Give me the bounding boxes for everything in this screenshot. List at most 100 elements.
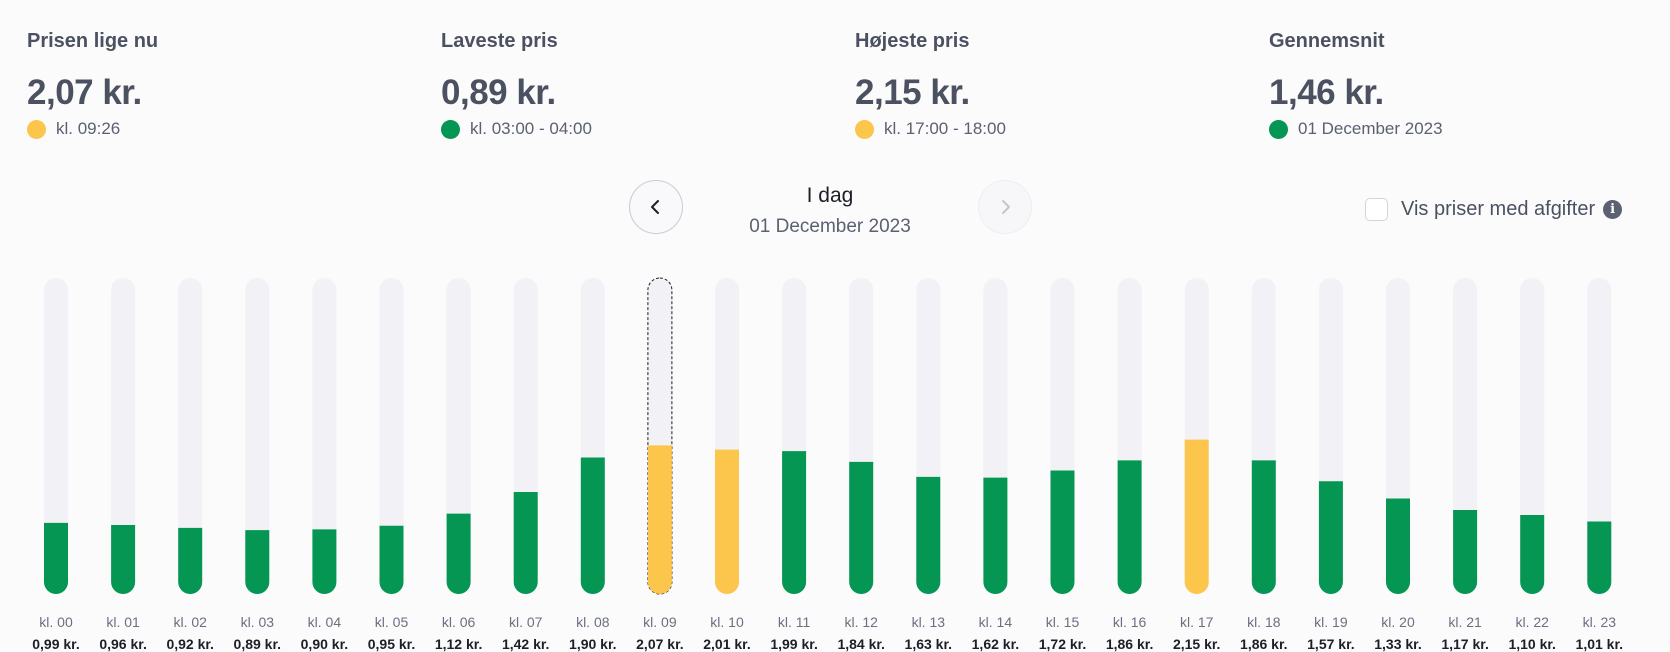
hour-bar-group[interactable]: kl. 00 0,99 kr. bbox=[32, 278, 80, 652]
vat-checkbox[interactable] bbox=[1365, 197, 1388, 221]
price-bar bbox=[1587, 521, 1612, 594]
price-bar bbox=[111, 525, 136, 594]
bar-track bbox=[379, 278, 404, 594]
hour-tick-label: kl. 19 bbox=[1314, 614, 1348, 630]
stat-sub-text: 01 December 2023 bbox=[1298, 119, 1443, 138]
hour-tick-label: kl. 18 bbox=[1247, 614, 1281, 630]
status-dot-icon bbox=[27, 119, 46, 139]
hour-price-label: 1,99 kr. bbox=[770, 636, 818, 652]
hour-tick-label: kl. 14 bbox=[979, 614, 1013, 630]
hour-price-label: 0,99 kr. bbox=[32, 636, 80, 652]
status-dot-icon bbox=[441, 119, 460, 139]
hour-bar-group[interactable]: kl. 02 0,92 kr. bbox=[166, 278, 214, 652]
hour-bar-group[interactable]: kl. 19 1,57 kr. bbox=[1307, 278, 1355, 652]
stat-label: Prisen lige nu bbox=[27, 30, 159, 52]
hour-price-label: 1,01 kr. bbox=[1576, 636, 1624, 652]
price-bar bbox=[312, 529, 337, 594]
hour-price-label: 1,86 kr. bbox=[1240, 636, 1288, 652]
hour-bar-group[interactable]: kl. 11 1,99 kr. bbox=[770, 278, 818, 652]
previous-day-button[interactable] bbox=[629, 180, 683, 234]
hour-tick-label: kl. 02 bbox=[173, 614, 207, 630]
hour-bar-group[interactable]: kl. 06 1,12 kr. bbox=[435, 278, 483, 652]
bar-track bbox=[178, 278, 203, 594]
hour-tick-label: kl. 00 bbox=[39, 614, 73, 630]
vat-label: Vis priser med afgifter bbox=[1401, 197, 1596, 220]
price-bar bbox=[1184, 439, 1209, 594]
hourly-price-chart: kl. 00 0,99 kr. kl. 01 0,96 kr. kl. 02 0,92 k… bbox=[32, 277, 1624, 652]
hour-price-label: 0,90 kr. bbox=[301, 636, 349, 652]
price-summary: Prisen lige nu 2,07 kr. kl. 09:26 Lavest… bbox=[0, 0, 1670, 150]
day-date: 01 December 2023 bbox=[749, 216, 911, 237]
stat-sub-text: kl. 03:00 - 04:00 bbox=[470, 119, 592, 138]
price-bar bbox=[1386, 498, 1410, 594]
price-bar bbox=[1117, 460, 1142, 594]
hour-tick-label: kl. 16 bbox=[1113, 614, 1147, 630]
hour-price-label: 1,90 kr. bbox=[569, 636, 617, 652]
hour-bar-group[interactable]: kl. 07 1,42 kr. bbox=[502, 278, 550, 652]
price-bar bbox=[580, 457, 605, 594]
hour-price-label: 1,63 kr. bbox=[905, 636, 953, 652]
stat-subtitle: kl. 03:00 - 04:00 bbox=[441, 118, 821, 140]
hour-bar-group[interactable]: kl. 21 1,17 kr. bbox=[1441, 278, 1489, 652]
hour-bar-group[interactable]: kl. 05 0,95 kr. bbox=[368, 278, 416, 652]
hour-bar-group[interactable]: kl. 17 2,15 kr. bbox=[1173, 278, 1221, 652]
hour-tick-label: kl. 09 bbox=[643, 614, 677, 630]
hour-bar-group[interactable]: kl. 04 0,90 kr. bbox=[301, 278, 349, 652]
hour-bar-group[interactable]: kl. 13 1,63 kr. bbox=[905, 278, 953, 652]
stat-lowest-price: Laveste pris 0,89 kr. kl. 03:00 - 04:00 bbox=[441, 28, 821, 140]
hour-tick-label: kl. 07 bbox=[509, 614, 543, 630]
hour-bar-group[interactable]: kl. 08 1,90 kr. bbox=[569, 278, 617, 652]
hour-bar-group[interactable]: kl. 23 1,01 kr. bbox=[1576, 278, 1624, 652]
hour-tick-label: kl. 05 bbox=[375, 614, 409, 630]
price-bar bbox=[715, 449, 739, 594]
hour-tick-label: kl. 20 bbox=[1381, 614, 1415, 630]
hour-tick-label: kl. 04 bbox=[308, 614, 342, 630]
hour-price-label: 2,01 kr. bbox=[703, 636, 751, 652]
status-dot-icon bbox=[855, 119, 874, 139]
hour-tick-label: kl. 12 bbox=[844, 614, 878, 630]
price-bar bbox=[245, 530, 270, 594]
hour-bar-group[interactable]: kl. 22 1,10 kr. bbox=[1508, 278, 1556, 652]
hour-bar-group[interactable]: kl. 03 0,89 kr. bbox=[234, 278, 282, 652]
hour-price-label: 0,96 kr. bbox=[99, 636, 147, 652]
price-bar bbox=[1318, 481, 1343, 594]
hour-bar-group[interactable]: kl. 01 0,96 kr. bbox=[99, 278, 147, 652]
hour-price-label: 1,84 kr. bbox=[837, 636, 885, 652]
hour-bar-group[interactable]: kl. 10 2,01 kr. bbox=[703, 278, 751, 652]
stat-label: Gennemsnit bbox=[1269, 30, 1385, 52]
hour-bar-group[interactable]: kl. 20 1,33 kr. bbox=[1374, 278, 1422, 652]
day-title: I dag bbox=[806, 184, 854, 207]
hour-tick-label: kl. 11 bbox=[778, 614, 811, 630]
hour-bar-group[interactable]: kl. 18 1,86 kr. bbox=[1240, 278, 1288, 652]
hour-tick-label: kl. 01 bbox=[106, 614, 140, 630]
stat-subtitle: kl. 17:00 - 18:00 bbox=[855, 118, 1235, 140]
info-icon[interactable]: i bbox=[1603, 199, 1623, 219]
bar-track bbox=[312, 278, 337, 594]
bar-track bbox=[245, 278, 270, 594]
stat-value: 2,07 kr. bbox=[27, 73, 142, 112]
hour-bar-group[interactable]: kl. 15 1,72 kr. bbox=[1039, 278, 1087, 652]
hour-price-label: 1,42 kr. bbox=[502, 636, 550, 652]
hour-price-label: 1,86 kr. bbox=[1106, 636, 1154, 652]
price-bar bbox=[849, 461, 874, 594]
hour-bar-group[interactable]: kl. 14 1,62 kr. bbox=[972, 278, 1020, 652]
hour-bar-group[interactable]: kl. 16 1,86 kr. bbox=[1106, 278, 1154, 652]
next-day-button[interactable] bbox=[978, 180, 1032, 234]
stat-value: 2,15 kr. bbox=[855, 73, 970, 112]
hour-tick-label: kl. 08 bbox=[576, 614, 610, 630]
stat-sub-text: kl. 09:26 bbox=[56, 119, 121, 138]
hour-bar-group[interactable]: kl. 12 1,84 kr. bbox=[837, 278, 885, 652]
stat-value: 0,89 kr. bbox=[441, 73, 556, 112]
chevron-left-icon bbox=[651, 200, 659, 214]
price-bar bbox=[1251, 460, 1276, 594]
price-bar bbox=[446, 513, 471, 594]
price-bar bbox=[44, 522, 68, 594]
vat-toggle[interactable]: Vis priser med afgifter i bbox=[1365, 196, 1623, 222]
stat-label: Laveste pris bbox=[441, 30, 558, 52]
hour-tick-label: kl. 06 bbox=[442, 614, 476, 630]
hour-price-label: 1,57 kr. bbox=[1307, 636, 1355, 652]
hour-price-label: 0,89 kr. bbox=[234, 636, 282, 652]
hour-bar-group[interactable]: kl. 09 2,07 kr. bbox=[636, 277, 684, 652]
hour-price-label: 1,17 kr. bbox=[1441, 636, 1489, 652]
hour-price-label: 2,07 kr. bbox=[636, 636, 684, 652]
